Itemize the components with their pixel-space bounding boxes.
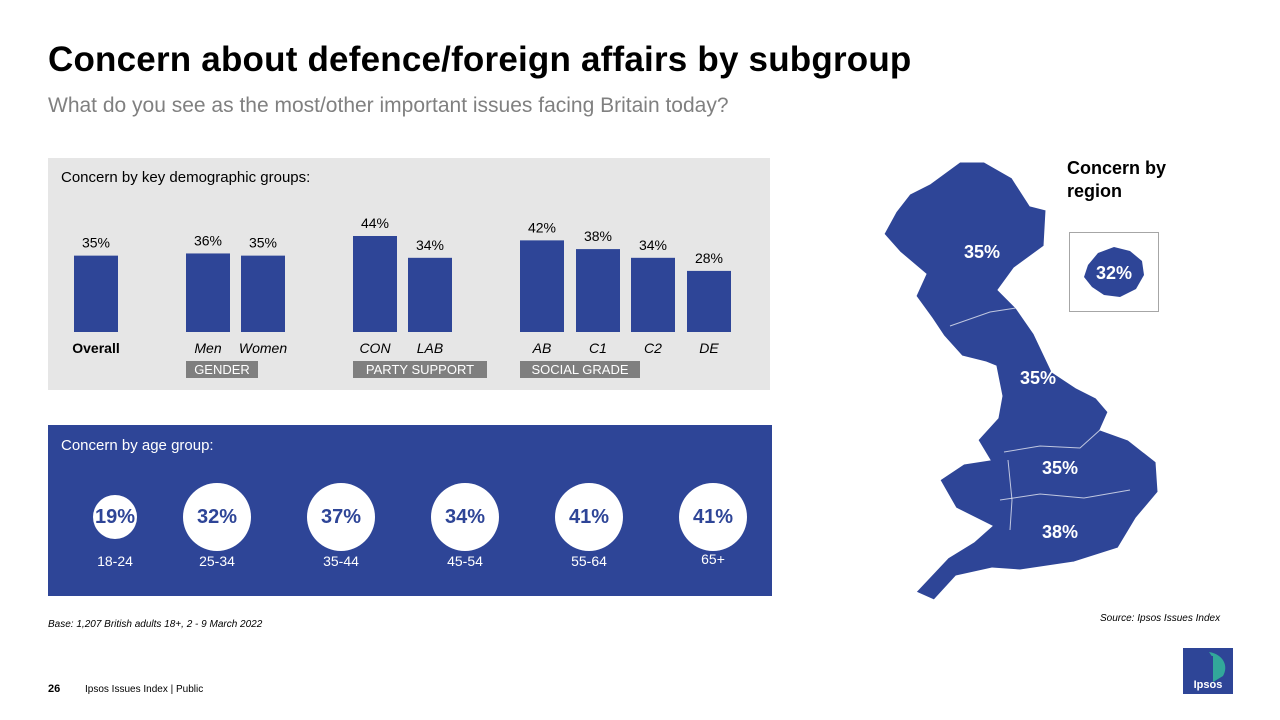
logo-mark-icon <box>1207 652 1226 682</box>
region-label-midlands: 35% <box>1042 458 1078 478</box>
region-label-north: 35% <box>1020 368 1056 388</box>
category-label: Overall <box>72 340 119 356</box>
bar-c1 <box>576 249 620 332</box>
region-border <box>999 489 1131 501</box>
page-subtitle: What do you see as the most/other import… <box>48 94 729 117</box>
age-value-circle: 32% <box>183 483 251 551</box>
bar-value-label: 44% <box>361 215 389 231</box>
bar-women <box>241 255 285 332</box>
age-group-label: 18-24 <box>97 553 133 569</box>
bar-value-label: 38% <box>584 228 612 244</box>
age-group-label: 65+ <box>701 551 725 567</box>
london-map: 32% <box>1084 247 1144 297</box>
age-item: 37% 35-44 <box>296 483 386 569</box>
bar-value-label: 34% <box>639 237 667 253</box>
bar-value-label: 42% <box>528 219 556 235</box>
group-label-box <box>186 361 258 378</box>
bar-c2 <box>631 257 675 332</box>
age-value-circle: 41% <box>679 483 747 551</box>
bar-value-label: 35% <box>249 235 277 251</box>
group-label: GENDER <box>194 362 250 377</box>
category-label: LAB <box>417 340 443 356</box>
bar-value-label: 34% <box>416 237 444 253</box>
demographic-bar-chart: 35% Overall 36% Men 35% Women 44% CON 34% LAB 42% A… <box>72 215 731 378</box>
bar-value-label: 28% <box>695 250 723 266</box>
bar-lab <box>408 257 452 332</box>
london-box: 32% <box>1069 232 1159 312</box>
age-panel-label: Concern by age group: <box>61 437 214 454</box>
age-item: 34% 45-54 <box>420 483 510 569</box>
source-note: Source: Ipsos Issues Index <box>1100 613 1221 624</box>
age-item: 41% 65+ <box>668 483 758 567</box>
region-border <box>949 307 1017 327</box>
category-label: Men <box>194 340 221 356</box>
age-group-label: 55-64 <box>571 553 607 569</box>
group-label-box <box>353 361 487 378</box>
page-title: Concern about defence/foreign affairs by… <box>48 40 912 79</box>
category-label: AB <box>532 340 552 356</box>
age-item: 41% 55-64 <box>544 483 634 569</box>
age-value-circle: 37% <box>307 483 375 551</box>
category-label: C1 <box>589 340 607 356</box>
base-note: Base: 1,207 British adults 18+, 2 - 9 Ma… <box>48 619 263 630</box>
bar-de <box>687 270 731 332</box>
age-group-label: 35-44 <box>323 553 359 569</box>
region-border <box>1003 429 1101 453</box>
category-label: CON <box>359 340 391 356</box>
category-label: C2 <box>644 340 662 356</box>
london-label: 32% <box>1096 263 1132 283</box>
group-label-box <box>520 361 640 378</box>
group-label: SOCIAL GRADE <box>531 362 628 377</box>
demographic-panel: Concern by key demographic groups: 35% Ov… <box>48 158 770 390</box>
bar-con <box>353 236 397 332</box>
age-item: 19% 18-24 <box>70 483 160 569</box>
footer-text: Ipsos Issues Index | Public <box>85 684 204 695</box>
category-label: Women <box>239 340 287 356</box>
bar-value-label: 36% <box>194 232 222 248</box>
bar-ab <box>520 240 564 332</box>
region-label-scotland: 35% <box>964 242 1000 262</box>
region-title: Concern by region <box>1067 158 1167 201</box>
bar-overall <box>74 255 118 332</box>
group-label: PARTY SUPPORT <box>366 362 474 377</box>
age-value-circle: 34% <box>431 483 499 551</box>
region-border <box>1007 459 1013 531</box>
age-value-circle: 41% <box>555 483 623 551</box>
region-label-south: 38% <box>1042 522 1078 542</box>
category-label: DE <box>699 340 719 356</box>
bar-men <box>186 253 230 332</box>
page-number: 26 <box>48 683 61 695</box>
age-item: 32% 25-34 <box>172 483 262 569</box>
ipsos-logo: Ipsos <box>1183 648 1233 694</box>
bar-value-label: 35% <box>82 235 110 251</box>
age-group-label: 25-34 <box>199 553 235 569</box>
london-shape <box>1084 247 1144 297</box>
age-value-circle: 19% <box>93 495 137 539</box>
age-panel: Concern by age group: 19% 18-24 32% 25-3… <box>48 425 772 596</box>
age-group-label: 45-54 <box>447 553 483 569</box>
demographic-panel-label: Concern by key demographic groups: <box>61 169 311 186</box>
logo-text: Ipsos <box>1193 679 1223 691</box>
